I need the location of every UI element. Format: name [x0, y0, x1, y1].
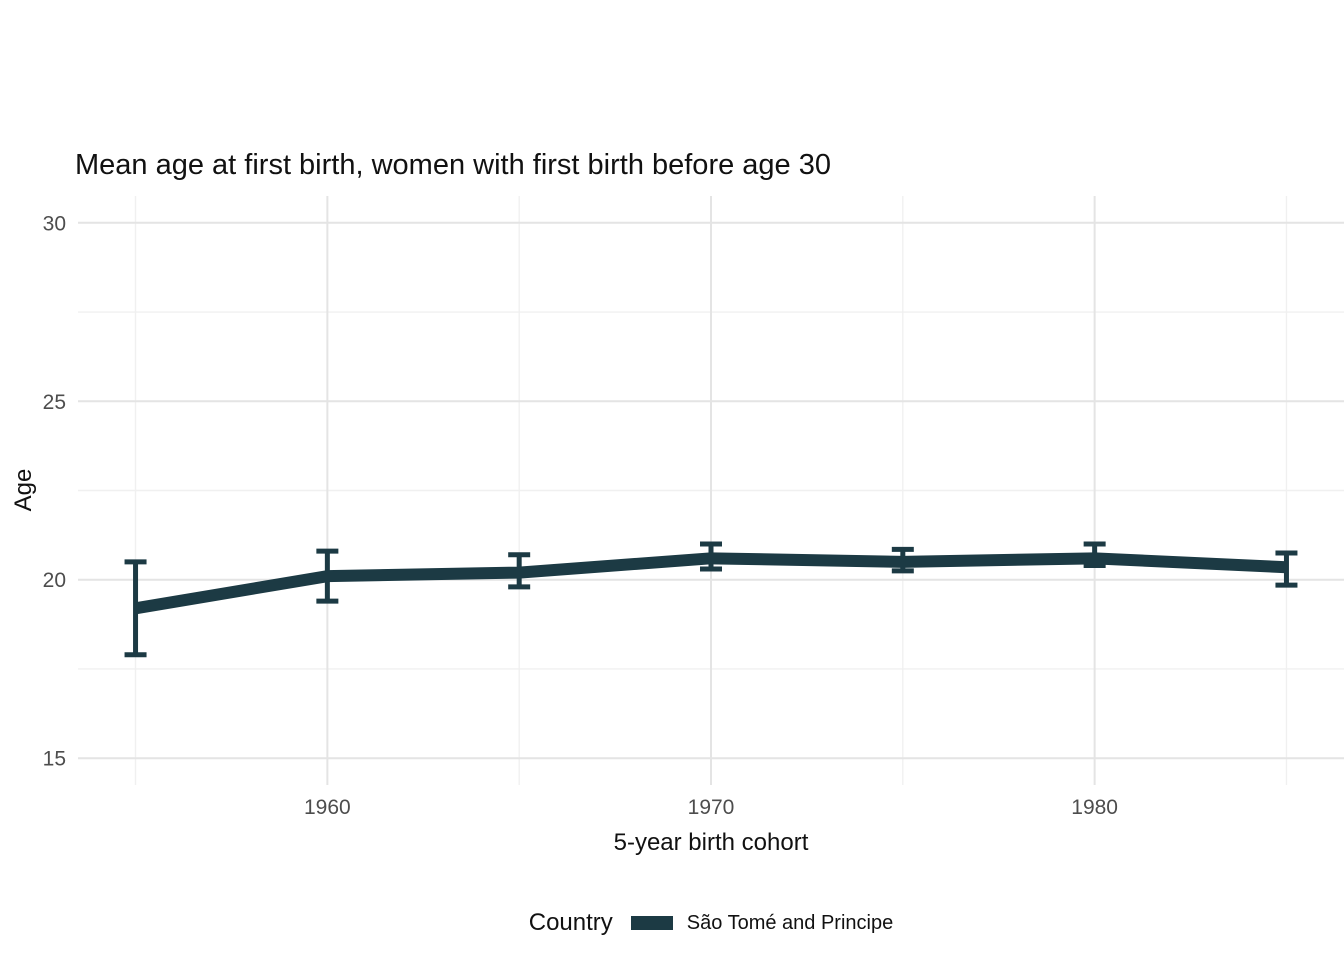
series-line	[134, 552, 1287, 615]
x-tick-label: 1980	[1071, 796, 1118, 819]
y-tick-label: 20	[43, 569, 66, 592]
y-tick-label: 25	[43, 391, 66, 414]
chart-title: Mean age at first birth, women with firs…	[75, 149, 831, 181]
x-axis-title: 5-year birth cohort	[613, 829, 809, 856]
x-tick-label: 1960	[304, 796, 351, 819]
y-tick-label: 15	[43, 748, 66, 771]
legend-title: Country	[528, 909, 613, 936]
legend-line-swatch	[630, 916, 673, 930]
legend: Country São Tomé and Principe	[78, 903, 1344, 943]
legend-item: São Tomé and Principe	[630, 911, 894, 935]
x-tick-label: 1970	[688, 796, 735, 819]
y-tick-label: 30	[43, 212, 66, 235]
legend-item-label: São Tomé and Principe	[686, 911, 894, 934]
